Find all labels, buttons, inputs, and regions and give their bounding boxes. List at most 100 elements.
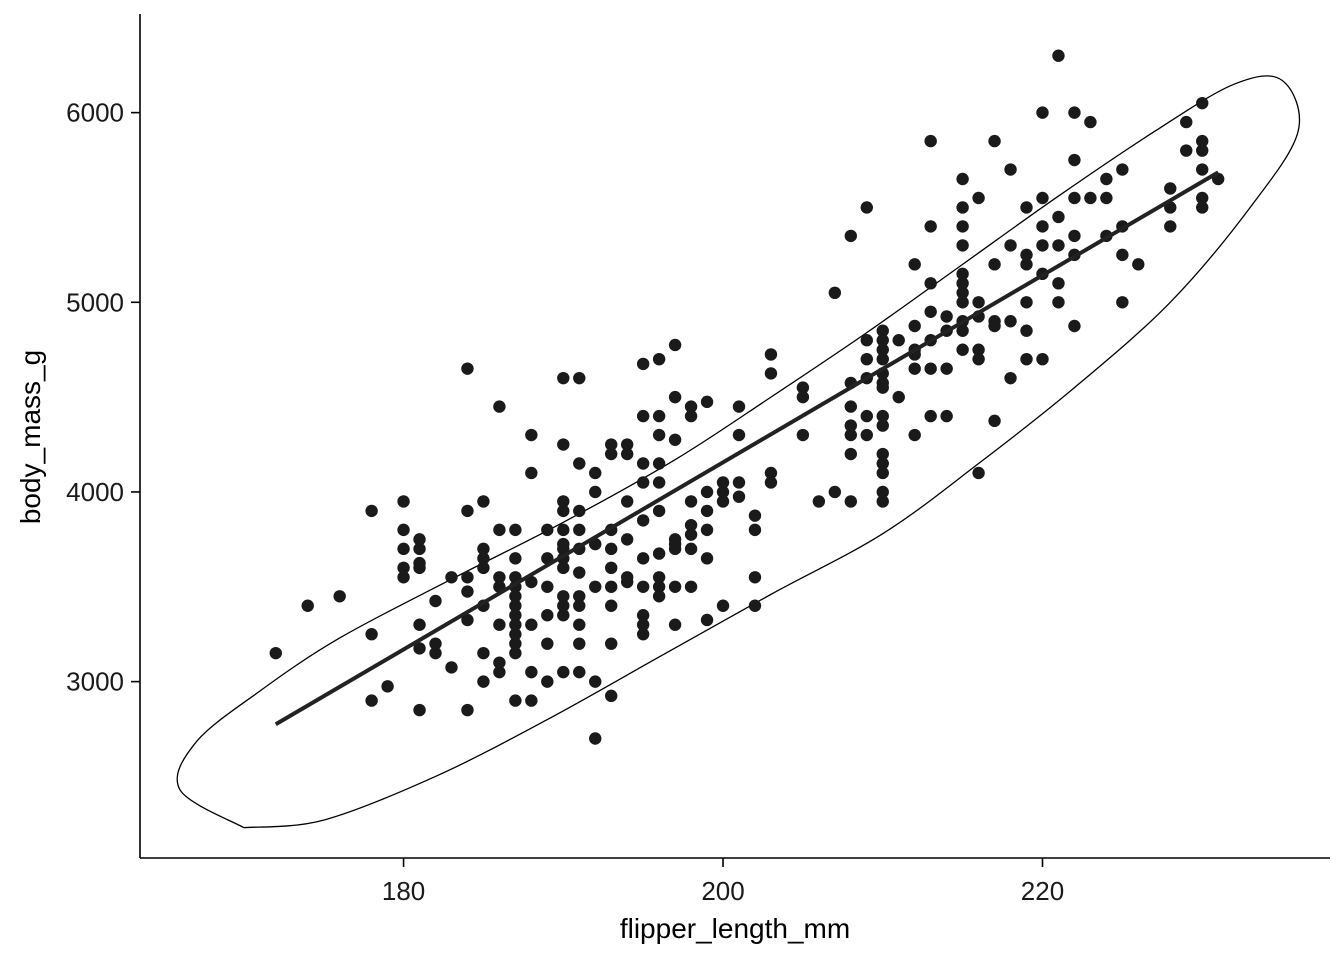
data-point: [557, 599, 570, 612]
data-point: [876, 466, 889, 480]
data-point: [557, 561, 570, 575]
data-point: [636, 609, 650, 622]
data-point: [636, 476, 650, 489]
data-point: [956, 267, 969, 281]
data-point: [700, 613, 714, 627]
data-point: [525, 665, 538, 679]
data-point: [461, 504, 474, 518]
data-point: [525, 466, 538, 480]
data-point: [1020, 296, 1033, 309]
data-point: [509, 637, 522, 650]
data-point: [876, 381, 889, 394]
data-point: [620, 533, 634, 546]
data-point: [716, 476, 730, 489]
data-point: [636, 514, 650, 527]
data-point: [589, 580, 602, 593]
data-point: [924, 305, 937, 318]
data-point: [1068, 153, 1081, 167]
data-point: [557, 609, 570, 622]
x-axis-title: flipper_length_mm: [620, 913, 850, 944]
data-point: [493, 571, 506, 584]
data-point: [413, 542, 426, 556]
data-point: [557, 590, 570, 603]
data-point: [988, 258, 1001, 271]
data-point: [684, 495, 698, 508]
data-point: [605, 599, 618, 612]
data-point: [1004, 315, 1017, 328]
data-point: [557, 523, 570, 537]
data-point: [876, 419, 889, 432]
data-point: [652, 428, 666, 442]
data-point: [924, 362, 937, 375]
data-point: [764, 367, 778, 380]
data-point: [972, 352, 985, 366]
data-point: [1036, 191, 1049, 205]
data-point: [477, 561, 490, 575]
data-point: [652, 547, 666, 560]
data-point: [1020, 248, 1033, 262]
data-point: [509, 627, 522, 641]
data-point: [1196, 144, 1209, 157]
data-point: [732, 476, 746, 489]
data-point: [796, 428, 810, 442]
data-point: [956, 324, 969, 337]
data-point: [397, 542, 410, 556]
data-point: [1068, 106, 1081, 119]
data-point: [860, 409, 873, 423]
data-point: [1196, 134, 1209, 148]
data-point: [1116, 248, 1129, 262]
data-point: [1164, 182, 1177, 195]
data-point: [573, 457, 586, 470]
data-point: [573, 618, 586, 631]
data-point: [413, 618, 426, 631]
data-point: [684, 400, 698, 413]
data-point: [764, 476, 778, 489]
data-point: [876, 352, 889, 366]
data-point: [1004, 163, 1017, 176]
data-point: [908, 319, 921, 333]
data-point: [764, 466, 778, 480]
data-point: [541, 609, 554, 622]
data-point: [605, 447, 618, 461]
data-point: [700, 485, 714, 499]
data-point: [972, 466, 985, 480]
y-tick-label: 6000: [66, 98, 124, 128]
data-point: [732, 490, 746, 503]
data-point: [748, 599, 762, 612]
data-point: [620, 447, 634, 461]
data-point: [365, 504, 378, 518]
data-point: [700, 395, 714, 409]
data-point: [493, 618, 506, 631]
regression-line: [274, 170, 1220, 727]
data-point: [972, 296, 985, 309]
data-point: [972, 191, 985, 205]
data-point: [1196, 201, 1209, 214]
data-point: [381, 680, 394, 693]
data-point: [1052, 210, 1065, 224]
data-point: [860, 334, 873, 347]
data-point: [557, 371, 570, 385]
data-point: [684, 528, 698, 541]
data-point: [269, 646, 282, 660]
data-point: [1164, 220, 1177, 233]
data-point: [636, 627, 650, 641]
data-point: [860, 352, 873, 366]
data-point: [605, 580, 618, 593]
data-point: [477, 542, 490, 556]
data-point: [573, 665, 586, 679]
data-point: [956, 286, 969, 300]
data-point: [652, 571, 666, 584]
data-point: [301, 599, 314, 612]
data-point: [796, 390, 810, 404]
data-point: [445, 661, 458, 674]
data-point: [1116, 296, 1129, 309]
data-point: [509, 646, 522, 660]
data-point: [509, 618, 522, 631]
data-point: [589, 732, 602, 745]
data-point: [908, 428, 921, 442]
data-point: [1068, 191, 1081, 205]
data-point: [1036, 106, 1049, 119]
data-point: [876, 485, 889, 499]
data-point: [636, 552, 650, 565]
data-point: [461, 362, 474, 375]
